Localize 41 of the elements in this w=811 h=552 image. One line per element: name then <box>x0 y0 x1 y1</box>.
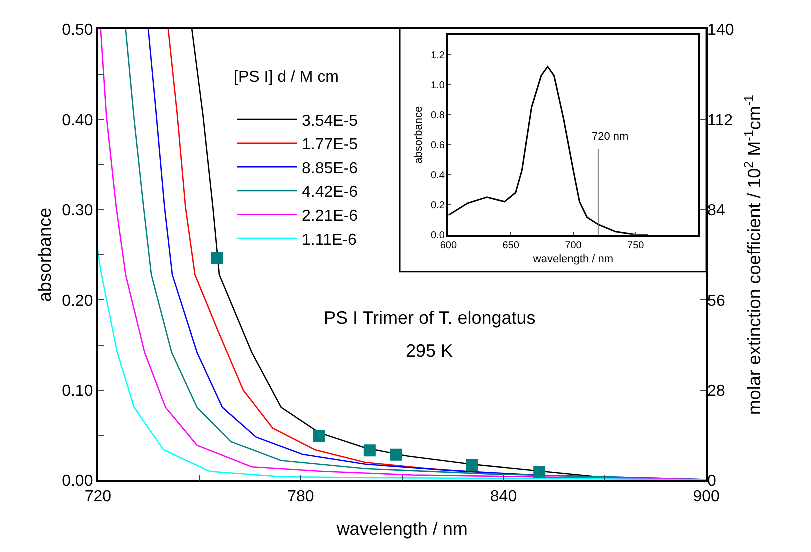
legend-title: [PS I] d / M cm <box>234 68 339 86</box>
y-tick-label: 1.2 <box>431 50 446 62</box>
y-tick-label: 0.30 <box>62 202 94 220</box>
legend-label: 4.42E-6 <box>302 184 358 202</box>
annotation: PS I Trimer of T. elongatus <box>324 308 536 328</box>
x-axis-title: wavelength / nm <box>336 519 468 540</box>
y2-tick-label: 56 <box>708 292 726 310</box>
x-tick-label: 750 <box>628 240 645 252</box>
y-tick-label: 0.00 <box>62 473 94 490</box>
y-tick-label: 0.2 <box>431 200 446 212</box>
y-tick-label: 0.50 <box>62 22 94 40</box>
y-axis-title: absorbance <box>34 208 55 302</box>
legend-label: 1.11E-6 <box>302 232 357 249</box>
x-tick-label: 780 <box>288 488 314 506</box>
legend-label: 3.54E-5 <box>302 112 358 130</box>
ref-line-label: 720 nm <box>592 131 629 143</box>
x-tick-label: 840 <box>490 488 518 506</box>
y-tick-label: 1.0 <box>431 80 446 92</box>
y-axis-title: absorbance <box>413 106 426 164</box>
y2-tick-label: 28 <box>708 383 726 400</box>
legend-label: 1.77E-5 <box>302 136 358 154</box>
legend-label: 8.85E-6 <box>302 160 358 178</box>
x-tick-label: 900 <box>693 488 720 506</box>
y-tick-label: 0.20 <box>62 292 94 310</box>
x-tick-label: 700 <box>565 240 582 252</box>
x-tick-label: 600 <box>440 240 458 252</box>
y-tick-label: 0.0 <box>431 230 446 242</box>
y-tick-label: 0.6 <box>431 140 446 152</box>
x-tick-label: 650 <box>502 240 520 252</box>
y2-tick-label: 84 <box>708 202 726 220</box>
y2-tick-label: 140 <box>708 22 734 40</box>
annotation: 295 K <box>406 341 454 361</box>
y-tick-label: 0.8 <box>431 110 446 122</box>
y2-tick-label: 112 <box>708 112 734 130</box>
y-tick-label: 0.10 <box>62 383 94 400</box>
y2-tick-label: 0 <box>708 473 717 490</box>
legend-label: 2.21E-6 <box>302 208 358 225</box>
x-axis-title: wavelength / nm <box>532 253 614 266</box>
y-tick-label: 0.4 <box>431 170 446 182</box>
x-tick-label: 720 <box>84 488 112 506</box>
y-tick-label: 0.40 <box>62 112 94 130</box>
